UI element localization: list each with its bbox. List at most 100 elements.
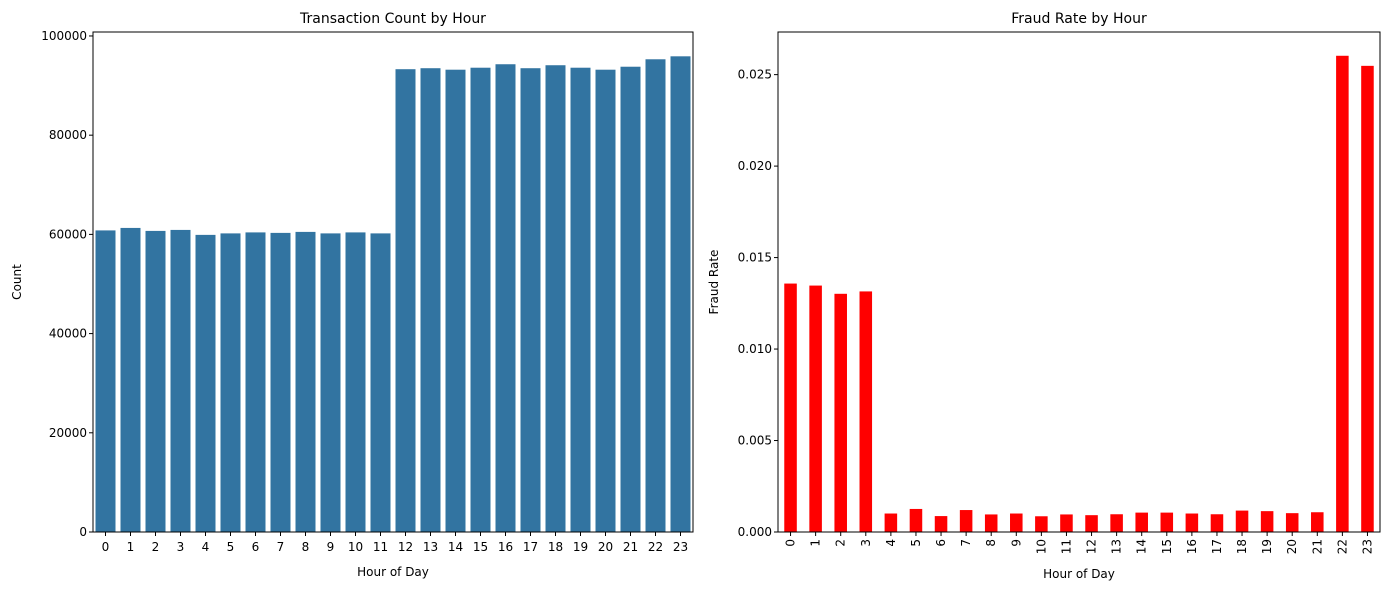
- y-tick-label: 0.015: [738, 251, 772, 265]
- y-tick-label: 0.010: [738, 342, 772, 356]
- bar: [1260, 511, 1274, 532]
- x-tick-label: 12: [1085, 539, 1099, 554]
- x-tick-label: 17: [1210, 539, 1224, 554]
- x-tick-label: 22: [648, 540, 663, 554]
- y-ticks: 0 20000 40000 60000 80000 100000: [41, 29, 93, 539]
- x-tick-label: 13: [423, 540, 438, 554]
- x-tick-label: 15: [473, 540, 488, 554]
- bar: [859, 291, 873, 532]
- bar: [145, 230, 166, 532]
- x-tick-label: 4: [202, 540, 210, 554]
- plot-frame: [92, 31, 694, 533]
- x-tick-label: 2: [834, 539, 848, 547]
- bar: [1010, 513, 1023, 532]
- bar: [320, 233, 341, 532]
- x-tick-label: 8: [302, 540, 310, 554]
- x-axis-label: Hour of Day: [357, 565, 429, 579]
- x-tick-label: 6: [934, 539, 948, 547]
- plot-frame: [777, 31, 1381, 533]
- chart-transaction-count: Transaction Count by Hour 0 20000 40000 600…: [10, 11, 694, 579]
- chart-title: Fraud Rate by Hour: [1011, 11, 1147, 27]
- x-tick-label: 7: [277, 540, 285, 554]
- bar: [934, 516, 948, 532]
- x-tick-label: 11: [1059, 539, 1073, 554]
- bar: [420, 68, 441, 533]
- bar: [620, 66, 641, 532]
- y-tick-label: 0.025: [738, 68, 772, 82]
- bar: [809, 285, 822, 532]
- x-tick-label: 20: [1285, 539, 1299, 554]
- y-tick-label: 20000: [49, 426, 87, 440]
- bars-group: [95, 56, 691, 533]
- chart-title: Transaction Count by Hour: [299, 11, 486, 27]
- bar: [395, 69, 416, 532]
- x-tick-label: 12: [398, 540, 413, 554]
- bar: [1235, 510, 1249, 532]
- bar: [595, 69, 616, 532]
- x-tick-label: 9: [327, 540, 335, 554]
- y-tick-label: 40000: [49, 327, 87, 341]
- x-tick-label: 3: [859, 539, 873, 547]
- x-ticks: 0 1 2 3 4 5 6 7 8 9 10 11 12 13 14 15 16 17 18 19 20 21 22 23: [102, 532, 688, 554]
- x-tick-label: 18: [548, 540, 563, 554]
- bar: [570, 67, 591, 533]
- x-tick-label: 10: [348, 540, 363, 554]
- x-tick-label: 15: [1160, 539, 1174, 554]
- bar: [245, 232, 266, 532]
- bar: [220, 233, 241, 532]
- x-tick-label: 2: [152, 540, 160, 554]
- bar: [345, 232, 366, 532]
- bars-group: [784, 55, 1374, 532]
- y-tick-label: 60000: [49, 227, 87, 241]
- x-tick-label: 5: [227, 540, 235, 554]
- bar: [170, 229, 191, 533]
- x-tick-label: 18: [1235, 539, 1249, 554]
- bar: [909, 508, 923, 532]
- bar: [545, 65, 566, 532]
- x-tick-label: 4: [884, 539, 898, 547]
- x-tick-label: 16: [498, 540, 513, 554]
- bar: [1135, 512, 1148, 532]
- x-tick-label: 16: [1185, 539, 1199, 554]
- bar: [1336, 55, 1349, 532]
- x-tick-label: 20: [598, 540, 613, 554]
- y-ticks: 0.000 0.005 0.010 0.015 0.020 0.025: [738, 68, 778, 539]
- y-tick-label: 0.000: [738, 525, 772, 539]
- bar: [959, 510, 973, 532]
- x-tick-label: 1: [127, 540, 135, 554]
- x-tick-label: 7: [959, 539, 973, 547]
- bar: [1311, 512, 1324, 532]
- bar: [984, 514, 998, 532]
- x-tick-label: 10: [1034, 539, 1048, 554]
- bar: [1210, 514, 1224, 532]
- bar: [834, 293, 847, 532]
- bar: [670, 56, 691, 533]
- bar: [520, 68, 541, 533]
- x-axis-label: Hour of Day: [1043, 567, 1115, 581]
- y-tick-label: 0: [79, 525, 87, 539]
- bar: [884, 513, 898, 532]
- bar: [1060, 514, 1073, 532]
- bar: [1285, 513, 1299, 532]
- bar: [295, 231, 316, 532]
- x-tick-label: 9: [1009, 539, 1023, 547]
- y-axis-label: Fraud Rate: [707, 250, 721, 315]
- bar: [1185, 513, 1199, 532]
- x-tick-label: 14: [1135, 539, 1149, 554]
- bar: [445, 69, 466, 532]
- x-tick-label: 22: [1335, 539, 1349, 554]
- bar: [470, 67, 491, 533]
- bar: [1361, 65, 1374, 532]
- x-tick-label: 5: [909, 539, 923, 547]
- x-tick-label: 21: [623, 540, 638, 554]
- x-tick-label: 14: [448, 540, 463, 554]
- bar: [270, 232, 291, 532]
- x-tick-label: 11: [373, 540, 388, 554]
- x-tick-label: 21: [1310, 539, 1324, 554]
- bar: [95, 230, 116, 532]
- x-tick-label: 13: [1110, 539, 1124, 554]
- y-tick-label: 80000: [49, 128, 87, 142]
- y-axis-label: Count: [10, 264, 24, 300]
- y-tick-label: 0.005: [738, 434, 772, 448]
